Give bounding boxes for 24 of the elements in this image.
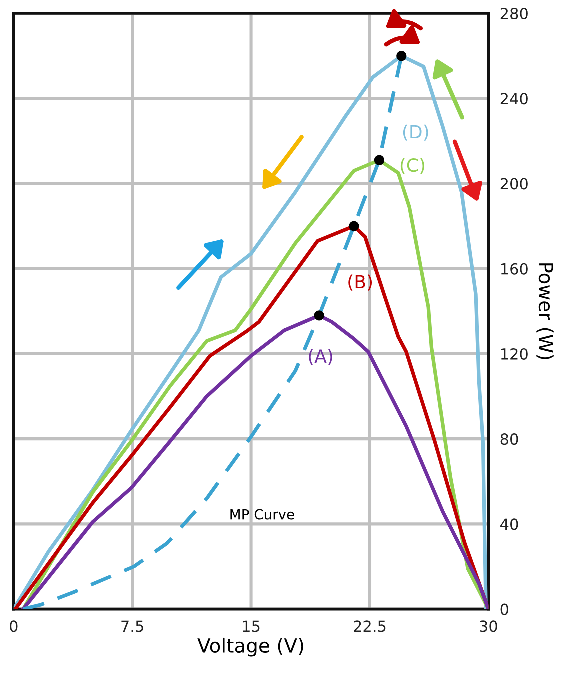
series-label: (D) [403,124,428,141]
y-tick-label: 40 [500,518,518,530]
x-tick-label: 0 [10,620,18,632]
annotation: MP Curve [230,509,294,520]
x-axis-title: Voltage (V) [198,638,304,657]
x-tick-label: 7.5 [122,620,144,632]
x-tick-label: 30 [480,620,498,632]
x-tick-label: 15 [243,620,260,632]
y-tick-label: 160 [501,263,528,275]
y-axis-title: Power (W) [536,264,554,360]
point [349,221,360,232]
y-tick-label: 200 [500,178,528,190]
point [396,51,407,62]
y-tick-label: 120 [501,348,528,360]
point [314,310,324,321]
y-tick-label: 0 [500,604,508,616]
point [374,155,385,166]
y-tick-label: 280 [500,8,528,20]
series-label: (B) [348,274,372,291]
x-tick-label: 22.5 [354,620,386,632]
y-tick-label: 240 [500,93,528,105]
series-label: (A) [309,349,332,366]
y-tick-label: 80 [500,434,518,446]
series-label: (C) [400,158,425,174]
